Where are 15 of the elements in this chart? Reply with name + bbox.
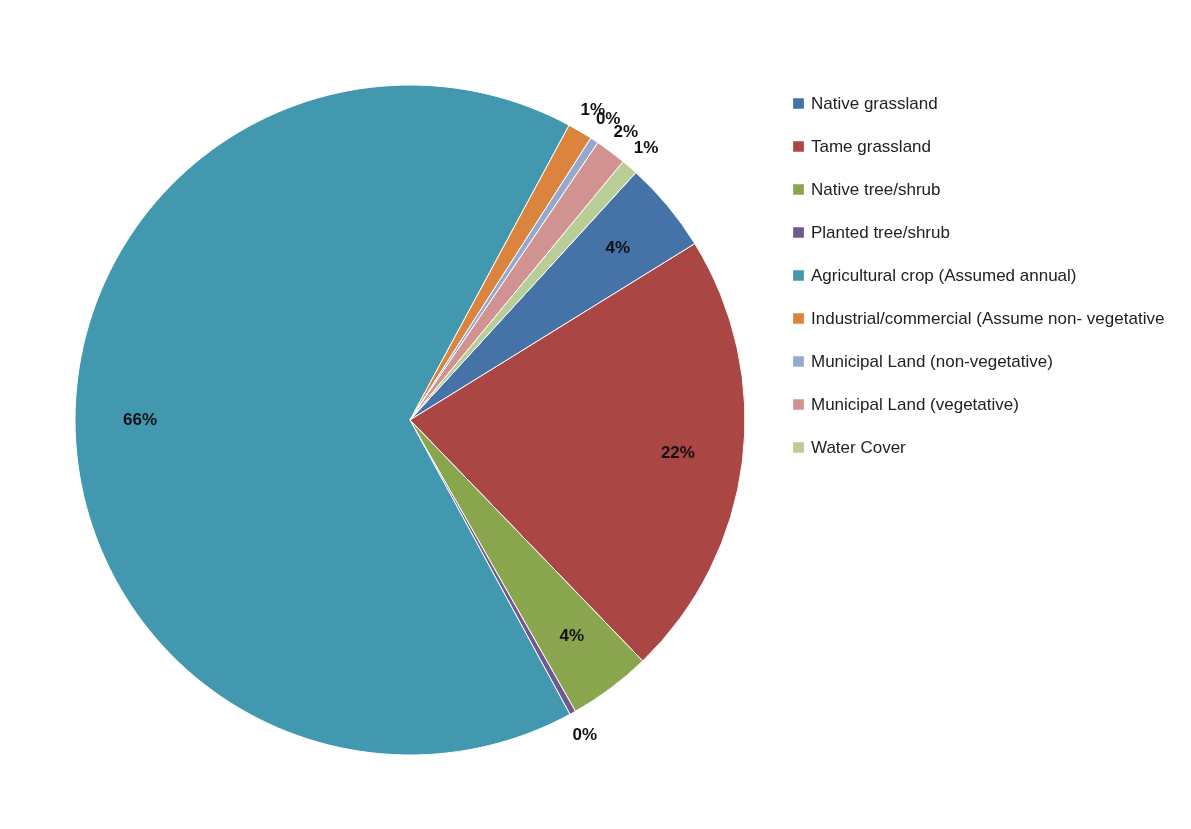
legend-label: Municipal Land (vegetative)	[811, 394, 1019, 414]
data-label: 0%	[572, 724, 598, 744]
data-label: 4%	[559, 626, 585, 646]
data-label: 66%	[122, 410, 158, 430]
legend-label: Planted tree/shrub	[811, 222, 950, 242]
legend-label: Municipal Land (non-vegetative)	[811, 351, 1053, 371]
legend-label: Tame grassland	[811, 136, 932, 156]
data-label: 4%	[605, 237, 631, 257]
legend-label: Industrial/commercial (Assume non- vegetative	[811, 308, 1165, 328]
legend-label: Water Cover	[811, 437, 907, 457]
legend-label: Native grassland	[811, 93, 938, 113]
data-label: 22%	[660, 443, 695, 463]
data-label: 1%	[633, 138, 659, 158]
legend-label: Agricultural crop (Assumed annual)	[811, 265, 1077, 285]
legend-label: Native tree/shrub	[811, 179, 941, 199]
